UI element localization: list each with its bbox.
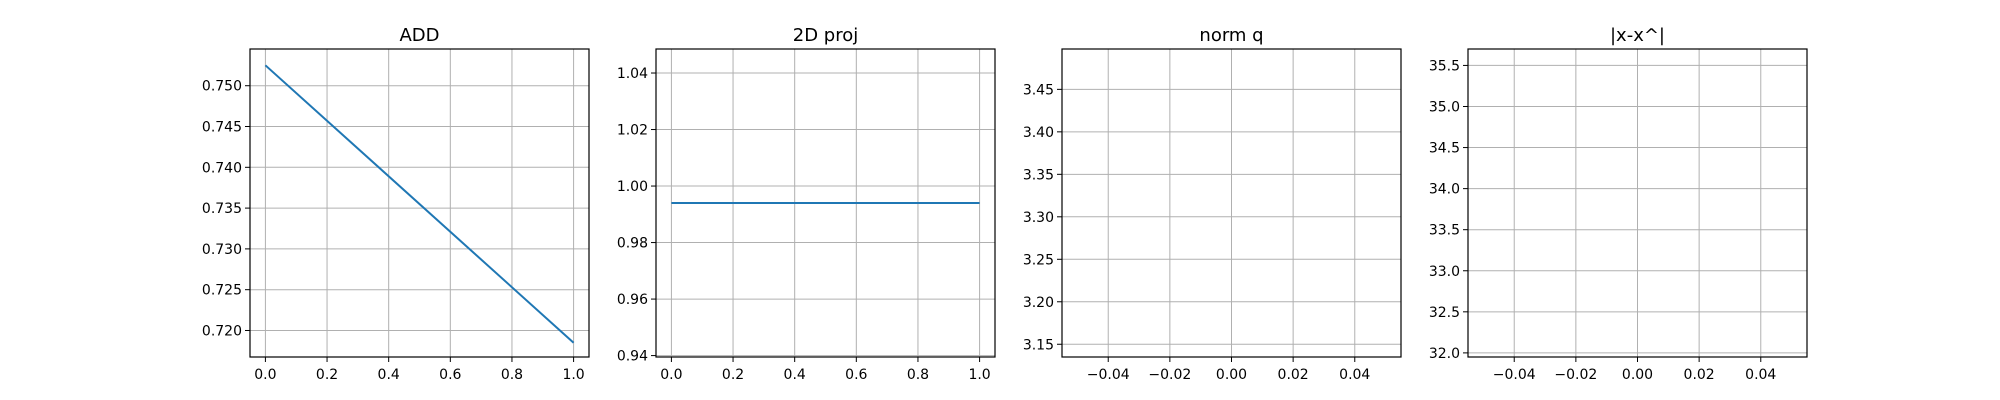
y-tick-label: 33.0: [1429, 264, 1460, 280]
axes-frame: [249, 48, 590, 358]
x-tick-label: 0.0: [660, 367, 682, 383]
subplot-3: −0.04 −0.02 0.00 0.02 0.04 3.15 3.20 3.25 3.30 3.…: [1023, 25, 1402, 383]
subplot-2: 0.0 0.2 0.4 0.6 0.8 1.0 0.94 0.96 0.98 1.00 1.02 1.…: [617, 25, 996, 383]
x-tick-label: −0.04: [1493, 367, 1536, 383]
x-tick-label: 0.2: [722, 367, 744, 383]
x-tick-label: 1.0: [562, 367, 584, 383]
y-tick-label: 0.730: [202, 242, 242, 258]
subplot-title: |x-x^|: [1610, 25, 1665, 46]
y-tick-label: 1.04: [617, 66, 648, 82]
y-tick-label: 33.5: [1429, 223, 1460, 239]
x-tick-label: 0.2: [316, 367, 338, 383]
y-tick-label: 0.745: [202, 120, 242, 136]
x-tick-label: 1.0: [968, 367, 990, 383]
x-tick-label: 0.02: [1684, 367, 1715, 383]
y-tick-label: 0.98: [617, 236, 648, 252]
subplot-title: ADD: [399, 25, 439, 46]
y-tick-label: 32.5: [1429, 305, 1460, 321]
y-tick-label: 34.5: [1429, 141, 1460, 157]
axes-frame: [655, 48, 996, 358]
y-tick-label: 0.735: [202, 201, 242, 217]
series-line: [264, 64, 575, 344]
y-tick-label: 3.40: [1023, 125, 1054, 141]
subplot-1: 0.0 0.2 0.4 0.6 0.8 1.0 0.720 0.725 0.730 0.735 0.…: [202, 25, 590, 383]
y-tick-label: 34.0: [1429, 182, 1460, 198]
y-tick-label: 0.720: [202, 323, 242, 339]
x-tick-label: 0.4: [784, 367, 806, 383]
x-tick-label: 0.8: [501, 367, 523, 383]
x-tick-label: −0.04: [1087, 367, 1130, 383]
y-tick-label: 0.94: [617, 349, 648, 365]
subplot-title: 2D proj: [793, 25, 858, 46]
y-tick-label: 1.02: [617, 123, 648, 139]
y-tick-label: 0.96: [617, 292, 648, 308]
subplot-4: −0.04 −0.02 0.00 0.02 0.04 32.0 32.5 33.0 33.5 34…: [1429, 25, 1808, 383]
y-tick-label: 3.15: [1023, 337, 1054, 353]
subplot-title: norm q: [1199, 25, 1263, 46]
x-tick-label: 0.0: [254, 367, 276, 383]
x-tick-label: −0.02: [1148, 367, 1191, 383]
y-tick-label: 0.750: [202, 79, 242, 95]
x-tick-label: 0.04: [1745, 367, 1776, 383]
x-tick-label: 0.04: [1339, 367, 1370, 383]
x-tick-label: −0.02: [1554, 367, 1597, 383]
y-tick-label: 32.0: [1429, 346, 1460, 362]
y-tick-label: 35.0: [1429, 99, 1460, 115]
x-tick-label: 0.4: [378, 367, 400, 383]
y-tick-label: 0.725: [202, 283, 242, 299]
x-tick-label: 0.6: [439, 367, 461, 383]
x-tick-label: 0.6: [845, 367, 867, 383]
x-tick-label: 0.00: [1216, 367, 1247, 383]
y-tick-label: 0.740: [202, 160, 242, 176]
x-tick-label: 0.02: [1278, 367, 1309, 383]
y-tick-label: 1.00: [617, 179, 648, 195]
y-tick-label: 3.20: [1023, 295, 1054, 311]
y-tick-label: 3.45: [1023, 82, 1054, 98]
y-tick-label: 3.35: [1023, 167, 1054, 183]
x-tick-label: 0.00: [1622, 367, 1653, 383]
x-tick-label: 0.8: [907, 367, 929, 383]
y-tick-label: 3.25: [1023, 252, 1054, 268]
y-tick-label: 35.5: [1429, 58, 1460, 74]
y-tick-label: 3.30: [1023, 210, 1054, 226]
